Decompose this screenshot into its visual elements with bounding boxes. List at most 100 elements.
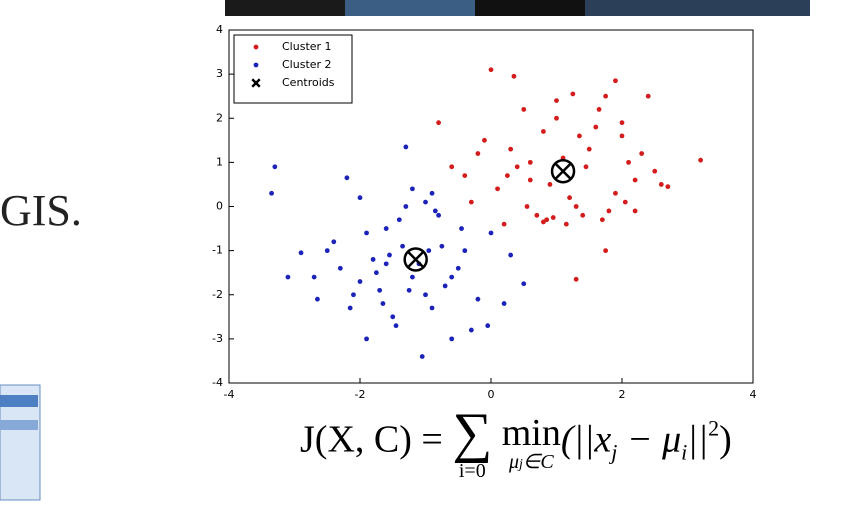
point: [364, 336, 369, 342]
centroid-cross: [406, 250, 425, 269]
point: [269, 190, 274, 196]
point: [475, 296, 481, 302]
formula: J(X, C) = ∑ i=0 min μj∈C (||xj − μi||2): [300, 405, 732, 481]
formula-part: J(X, C) =: [300, 418, 453, 461]
min: min μj∈C: [502, 414, 561, 472]
centroid-ring: [550, 158, 576, 184]
y-tick-label: -2: [212, 288, 223, 301]
point: [524, 204, 530, 209]
point: [393, 323, 399, 329]
point: [468, 327, 474, 333]
point: [583, 164, 589, 170]
point: [396, 217, 402, 223]
point: [622, 199, 628, 205]
point: [577, 133, 582, 139]
point: [253, 62, 259, 68]
legend-label: Cluster 1: [282, 40, 332, 53]
point: [511, 73, 517, 79]
y-tick-label: -3: [212, 332, 223, 345]
point: [442, 283, 448, 289]
formula-part: ||: [687, 418, 709, 461]
min-lower: μj∈C: [502, 452, 561, 472]
point: [410, 274, 415, 280]
point: [285, 274, 291, 280]
point: [488, 67, 494, 73]
x-tick-label: -4: [224, 388, 235, 401]
point: [547, 182, 553, 187]
x-tick-label: 0: [488, 388, 495, 401]
point: [593, 124, 599, 130]
point: [504, 173, 510, 179]
y-tick-label: 4: [216, 23, 223, 36]
point: [580, 212, 586, 218]
min-lower-mu: μ: [508, 451, 519, 473]
point: [436, 212, 441, 218]
y-tick-label: 0: [216, 200, 223, 213]
y-tick-label: 1: [216, 155, 223, 168]
point: [534, 212, 540, 218]
point: [573, 276, 579, 282]
formula-part: − μ: [617, 418, 682, 461]
point: [455, 265, 461, 271]
side-image-bar: [0, 395, 38, 407]
point: [596, 107, 602, 112]
point: [603, 93, 609, 99]
centroid-ring: [403, 247, 428, 272]
point: [390, 314, 396, 320]
min-text: min: [501, 412, 561, 454]
point: [613, 78, 618, 84]
point: [554, 98, 559, 103]
point: [482, 137, 487, 143]
y-tick-label: -4: [212, 376, 223, 389]
point: [632, 208, 638, 214]
centroid: [550, 158, 576, 184]
formula-sub: i: [681, 439, 688, 465]
point: [432, 208, 438, 214]
point: [501, 221, 507, 227]
point: [449, 336, 455, 342]
centroid: [251, 78, 261, 88]
point: [613, 190, 618, 196]
point: [541, 129, 546, 134]
y-tick-label: 3: [216, 67, 223, 80]
formula-sub: j: [611, 439, 618, 465]
point: [426, 248, 432, 254]
top-image: [475, 0, 585, 16]
slide-text: GIS.: [0, 186, 82, 235]
x-tick-label: -2: [355, 388, 366, 401]
point: [436, 120, 441, 126]
point: [550, 215, 556, 220]
point: [573, 204, 579, 209]
point: [357, 195, 363, 201]
point: [632, 177, 638, 183]
x-tick-label: 4: [750, 388, 757, 401]
point: [383, 226, 389, 231]
legend-box: [233, 34, 353, 104]
point: [364, 230, 369, 236]
point: [541, 219, 546, 225]
point: [380, 301, 386, 306]
point: [337, 265, 343, 271]
legend-label: Cluster 2: [282, 58, 332, 71]
point: [527, 159, 533, 165]
x-tick-label: 2: [619, 388, 626, 401]
point: [619, 133, 625, 139]
centroid-cross: [553, 162, 573, 181]
point: [626, 159, 631, 165]
point: [429, 190, 435, 196]
point: [439, 243, 445, 249]
point: [485, 323, 491, 329]
point: [429, 305, 435, 311]
point: [652, 168, 658, 174]
point: [315, 296, 320, 302]
legend-label: Centroids: [282, 76, 335, 89]
point: [311, 274, 317, 280]
point: [462, 248, 468, 254]
point: [272, 164, 278, 170]
point: [586, 146, 592, 152]
point: [567, 195, 572, 201]
point: [449, 164, 455, 170]
point: [645, 93, 651, 99]
